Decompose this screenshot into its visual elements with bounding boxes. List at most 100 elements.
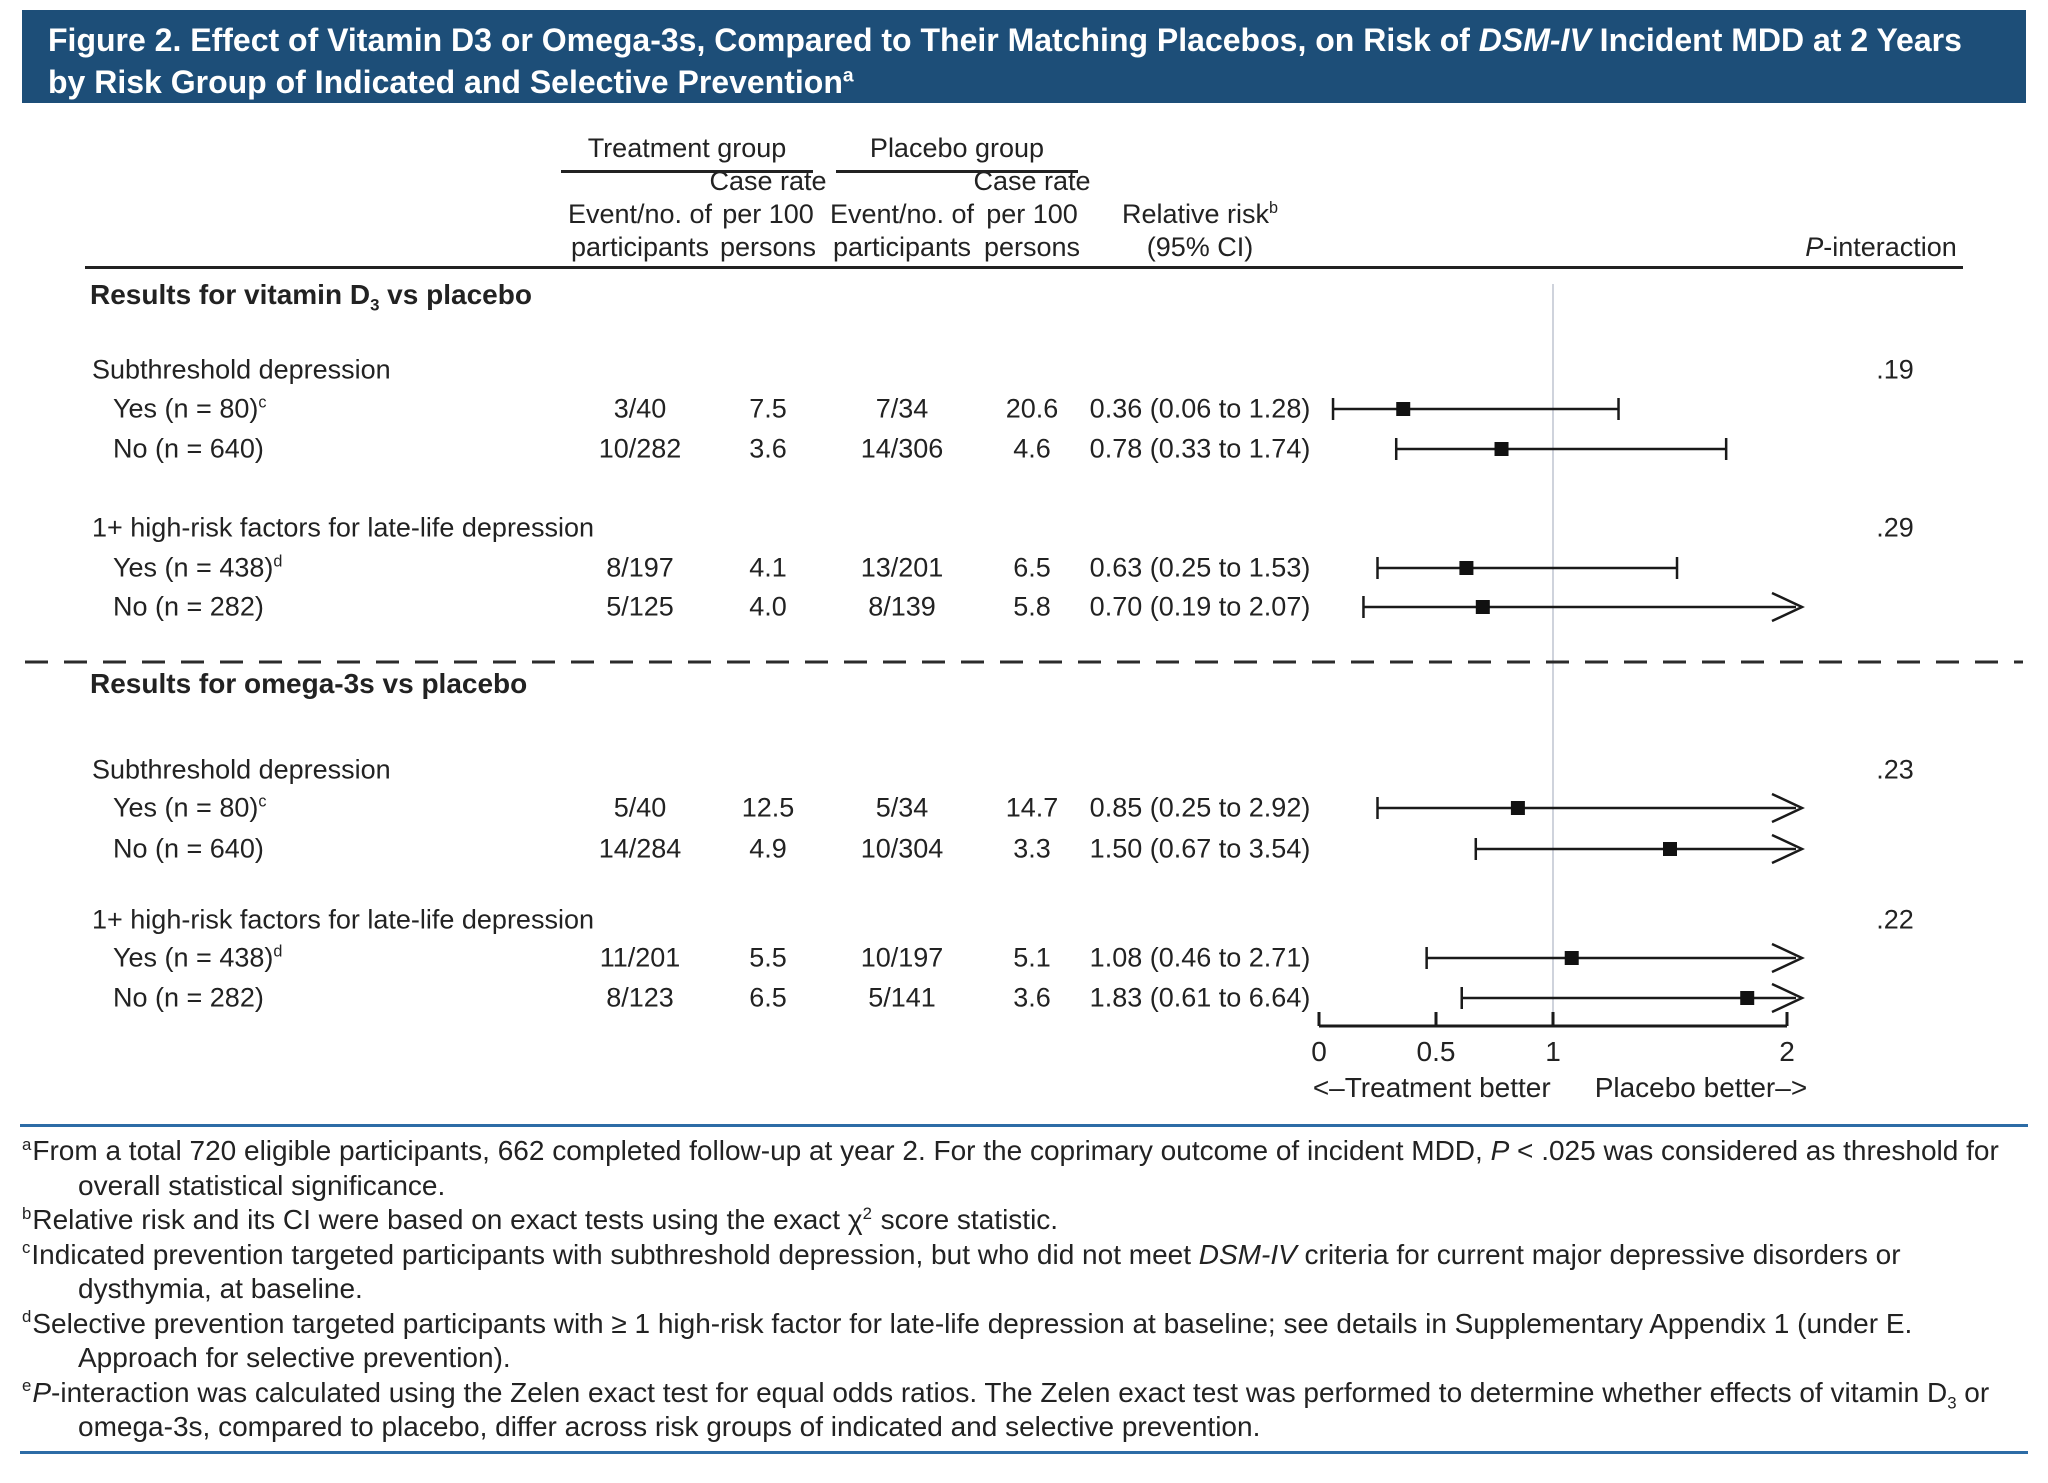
footnote-d: dSelective prevention targeted participa…: [22, 1307, 2014, 1376]
cell-placebo-case-rate: 3.3: [1013, 833, 1051, 864]
cell-placebo-events: 14/306: [860, 433, 944, 464]
x-axis-tick-label: 0: [1311, 1036, 1327, 1067]
rr-marker: [1396, 402, 1411, 416]
cell-placebo-case-rate: 20.6: [1005, 393, 1059, 424]
col-header-line: Relative riskb: [1121, 199, 1279, 229]
col-header-line: per 100: [722, 199, 814, 229]
x-axis-tick-label: 2: [1779, 1036, 1795, 1067]
section-header: Results for omega-3s vs placebo: [90, 668, 528, 699]
cell-placebo-case-rate: 3.6: [1013, 982, 1051, 1013]
rr-marker: [1663, 842, 1677, 856]
bottom-rule: [20, 1451, 2028, 1454]
col-header-p-interaction: P-interaction: [1805, 231, 1957, 264]
rr-marker: [1475, 600, 1490, 614]
rr-marker: [1459, 561, 1474, 575]
col-header-line: persons: [719, 232, 817, 262]
footnote-marker: d: [22, 1307, 32, 1327]
cell-treatment-case-rate: 6.5: [749, 982, 787, 1013]
cell-treatment-case-rate: 3.6: [749, 433, 787, 464]
p-interaction-value: .23: [1876, 754, 1914, 785]
cell-placebo-case-rate: 4.6: [1013, 433, 1051, 464]
footnote-text: P-interaction was calculated using the Z…: [32, 1376, 1990, 1443]
cell-relative-risk: 0.78 (0.33 to 1.74): [1089, 433, 1311, 464]
cell-placebo-events: 10/197: [860, 942, 944, 973]
section-header: Results for vitamin D3 vs placebo: [90, 279, 532, 315]
footnote-e: eP-interaction was calculated using the …: [22, 1376, 2014, 1445]
cell-placebo-events: 5/34: [875, 792, 929, 823]
cell-relative-risk: 1.08 (0.46 to 2.71): [1089, 942, 1311, 973]
row-label: Yes (n = 80)c: [113, 393, 267, 424]
footnote-marker: c: [22, 1238, 31, 1258]
col-header-relative-risk: Relative riskb (95% CI): [1122, 198, 1278, 264]
cell-placebo-events: 8/139: [868, 591, 936, 622]
cell-placebo-case-rate: 5.8: [1013, 591, 1051, 622]
rr-marker: [1510, 801, 1525, 815]
cell-treatment-events: 14/284: [598, 833, 682, 864]
row-label: Yes (n = 80)c: [113, 792, 267, 823]
footnote-top-rule: [20, 1124, 2028, 1127]
p-interaction-value: .19: [1876, 354, 1914, 385]
col-header-line: P-interaction: [1805, 232, 1957, 262]
cell-treatment-events: 10/282: [598, 433, 682, 464]
col-header-line: per 100: [986, 199, 1078, 229]
cell-relative-risk: 0.85 (0.25 to 2.92): [1089, 792, 1311, 823]
cell-treatment-case-rate: 4.0: [749, 591, 787, 622]
footnotes: aFrom a total 720 eligible participants,…: [22, 1134, 2014, 1445]
cell-treatment-events: 8/123: [606, 982, 674, 1013]
footnote-text: Indicated prevention targeted participan…: [31, 1238, 1901, 1305]
cell-treatment-events: 5/125: [606, 591, 674, 622]
footnote-text: From a total 720 eligible participants, …: [32, 1135, 1999, 1201]
footnote-text: Selective prevention targeted participan…: [32, 1307, 1913, 1374]
col-header-treatment-events: Event/no. of participants: [568, 198, 712, 264]
rr-marker: [1564, 951, 1579, 965]
placebo-group-spanner: Placebo group: [869, 133, 1045, 163]
cell-placebo-events: 13/201: [860, 552, 944, 583]
risk-group-label: Subthreshold depression: [92, 754, 391, 785]
row-label: Yes (n = 438)d: [113, 942, 283, 973]
row-label: No (n = 640): [113, 833, 264, 864]
figure-title-bar: Figure 2. Effect of Vitamin D3 or Omega-…: [22, 10, 2026, 103]
ci-arrowhead: [1771, 792, 1805, 824]
cell-placebo-events: 7/34: [875, 393, 929, 424]
row-label: Yes (n = 438)d: [113, 552, 283, 583]
row-label: No (n = 640): [113, 433, 264, 464]
col-header-line: participants: [570, 232, 710, 262]
ci-arrowhead: [1771, 833, 1805, 865]
cell-relative-risk: 1.83 (0.61 to 6.64): [1089, 982, 1311, 1013]
col-header-line: Case rate: [973, 166, 1091, 196]
col-header-line: (95% CI): [1146, 232, 1254, 262]
footnote-text: Relative risk and its CI were based on e…: [32, 1203, 1059, 1235]
cell-placebo-case-rate: 14.7: [1005, 792, 1059, 823]
row-label: No (n = 282): [113, 591, 264, 622]
cell-placebo-events: 10/304: [860, 833, 944, 864]
cell-treatment-case-rate: 4.9: [749, 833, 787, 864]
placebo-group-underline: [836, 170, 1078, 173]
cell-treatment-events: 8/197: [606, 552, 674, 583]
footnote-marker: b: [22, 1203, 32, 1223]
cell-treatment-events: 5/40: [613, 792, 667, 823]
treatment-group-spanner: Treatment group: [587, 133, 787, 163]
placebo-better-label: Placebo better–>: [1594, 1072, 1808, 1103]
rr-marker: [1740, 991, 1755, 1005]
col-header-placebo-events: Event/no. of participants: [830, 198, 974, 264]
col-header-line: Case rate: [709, 166, 827, 196]
p-interaction-value: .29: [1876, 512, 1914, 543]
footnote-marker: a: [22, 1134, 32, 1154]
ci-arrowhead: [1771, 982, 1805, 1014]
cell-treatment-case-rate: 12.5: [741, 792, 795, 823]
col-header-treatment-case-rate: Case rate per 100 persons: [709, 165, 826, 264]
cell-treatment-events: 3/40: [613, 393, 667, 424]
treatment-better-label: <–Treatment better: [1312, 1072, 1551, 1103]
risk-group-label: Subthreshold depression: [92, 354, 391, 385]
cell-placebo-events: 5/141: [868, 982, 936, 1013]
footnote-c: cIndicated prevention targeted participa…: [22, 1238, 2014, 1307]
cell-relative-risk: 0.36 (0.06 to 1.28): [1089, 393, 1311, 424]
axis-caption: <–Treatment better Placebo better–>: [1260, 1072, 1860, 1104]
cell-treatment-case-rate: 7.5: [749, 393, 787, 424]
cell-treatment-case-rate: 4.1: [749, 552, 787, 583]
col-header-placebo-case-rate: Case rate per 100 persons: [973, 165, 1090, 264]
col-header-line: Event/no. of: [829, 199, 975, 229]
figure-title: Figure 2. Effect of Vitamin D3 or Omega-…: [48, 22, 1962, 100]
risk-group-label: 1+ high-risk factors for late-life depre…: [92, 512, 594, 543]
